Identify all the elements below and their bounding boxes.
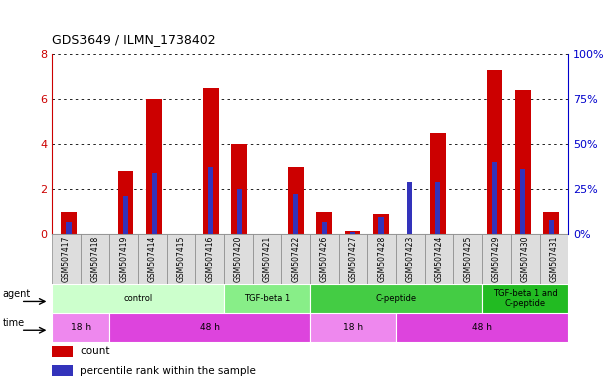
Bar <box>367 234 396 284</box>
Bar <box>396 234 425 284</box>
Bar <box>52 313 109 342</box>
Bar <box>310 234 338 284</box>
Bar <box>208 167 213 234</box>
Text: GSM507423: GSM507423 <box>406 236 415 282</box>
Bar <box>350 232 355 234</box>
Bar <box>430 133 445 234</box>
Text: 48 h: 48 h <box>472 323 492 332</box>
Text: C-peptide: C-peptide <box>376 294 417 303</box>
Bar <box>378 217 384 234</box>
Bar <box>396 313 568 342</box>
Bar <box>482 284 568 313</box>
Text: GSM507429: GSM507429 <box>492 236 501 282</box>
Text: GSM507422: GSM507422 <box>291 236 300 282</box>
Bar <box>67 222 71 234</box>
Text: control: control <box>123 294 153 303</box>
Bar <box>316 212 332 234</box>
Bar <box>167 234 196 284</box>
Text: GSM507414: GSM507414 <box>148 236 157 282</box>
Bar <box>138 234 167 284</box>
Bar <box>373 214 389 234</box>
Text: GSM507421: GSM507421 <box>263 236 271 282</box>
Text: GSM507420: GSM507420 <box>234 236 243 282</box>
Bar <box>236 189 242 234</box>
Text: GSM507416: GSM507416 <box>205 236 214 282</box>
Bar <box>118 171 133 234</box>
Bar <box>521 169 525 234</box>
Bar <box>109 234 138 284</box>
Bar <box>123 196 128 234</box>
Text: percentile rank within the sample: percentile rank within the sample <box>80 366 256 376</box>
Text: 18 h: 18 h <box>343 323 363 332</box>
Bar <box>52 284 224 313</box>
Text: GDS3649 / ILMN_1738402: GDS3649 / ILMN_1738402 <box>52 33 216 46</box>
Bar <box>52 365 73 376</box>
Text: GSM507424: GSM507424 <box>434 236 444 282</box>
Bar <box>310 284 482 313</box>
Bar <box>310 313 396 342</box>
Bar <box>52 346 73 357</box>
Bar <box>253 234 282 284</box>
Bar <box>282 234 310 284</box>
Bar <box>322 222 327 234</box>
Bar <box>492 162 497 234</box>
Text: GSM507417: GSM507417 <box>62 236 71 282</box>
Text: 48 h: 48 h <box>200 323 220 332</box>
Text: agent: agent <box>2 289 31 299</box>
Bar <box>345 231 360 234</box>
Bar <box>224 234 253 284</box>
Bar <box>435 182 441 234</box>
Text: GSM507430: GSM507430 <box>521 236 530 283</box>
Bar <box>146 99 162 234</box>
Text: GSM507428: GSM507428 <box>377 236 386 282</box>
Text: 18 h: 18 h <box>70 323 90 332</box>
Bar <box>540 234 568 284</box>
Bar <box>288 167 304 234</box>
Text: GSM507425: GSM507425 <box>463 236 472 282</box>
Text: TGF-beta 1 and
C-peptide: TGF-beta 1 and C-peptide <box>493 289 558 308</box>
Bar <box>487 70 502 234</box>
Bar <box>203 88 219 234</box>
Bar <box>453 234 482 284</box>
Bar <box>515 90 530 234</box>
Text: GSM507419: GSM507419 <box>119 236 128 282</box>
Text: time: time <box>2 318 24 328</box>
Bar <box>152 173 156 234</box>
Bar <box>482 234 511 284</box>
Bar <box>61 212 77 234</box>
Text: TGF-beta 1: TGF-beta 1 <box>244 294 290 303</box>
Bar <box>232 144 247 234</box>
Bar <box>52 234 81 284</box>
Text: GSM507426: GSM507426 <box>320 236 329 282</box>
Bar <box>109 313 310 342</box>
Bar <box>407 182 412 234</box>
Bar <box>196 234 224 284</box>
Text: GSM507427: GSM507427 <box>349 236 357 282</box>
Bar <box>543 212 559 234</box>
Bar <box>224 284 310 313</box>
Bar <box>338 234 367 284</box>
Bar <box>81 234 109 284</box>
Text: GSM507431: GSM507431 <box>549 236 558 282</box>
Bar <box>425 234 453 284</box>
Text: GSM507418: GSM507418 <box>90 236 100 282</box>
Text: count: count <box>80 346 110 356</box>
Text: GSM507415: GSM507415 <box>177 236 186 282</box>
Bar <box>511 234 540 284</box>
Bar <box>549 220 554 234</box>
Bar <box>293 194 298 234</box>
